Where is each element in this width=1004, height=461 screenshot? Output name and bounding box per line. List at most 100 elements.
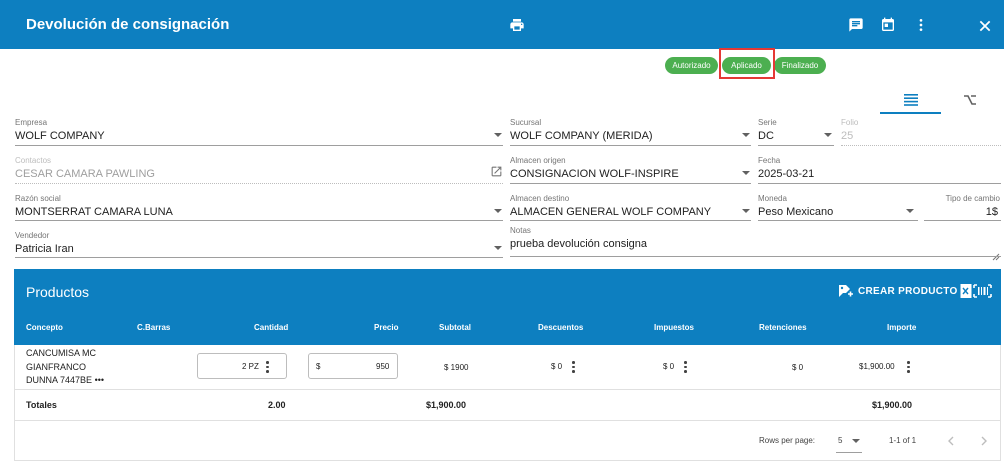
resize-handle-icon[interactable] [992, 248, 1000, 261]
rows-per-page-label: Rows per page: [759, 436, 816, 445]
serie-dropdown-icon[interactable] [824, 133, 832, 137]
impuestos-more-icon[interactable] [684, 361, 687, 373]
comment-icon[interactable] [847, 16, 865, 34]
razon-social-underline [15, 220, 503, 221]
razon-social-value[interactable]: MONTSERRAT CAMARA LUNA [15, 206, 173, 218]
sucursal-label: Sucursal [510, 118, 542, 127]
next-page-icon[interactable] [978, 434, 990, 446]
precio-field[interactable] [308, 353, 398, 379]
moneda-dropdown-icon[interactable] [906, 209, 914, 213]
descuentos-value: $ 0 [551, 362, 563, 371]
calendar-icon[interactable] [879, 16, 897, 34]
list-icon [903, 94, 918, 106]
vendedor-dropdown-icon[interactable] [494, 246, 502, 250]
tab-branch[interactable] [945, 86, 995, 114]
almacen-destino-dropdown-icon[interactable] [742, 209, 750, 213]
moneda-value[interactable]: Peso Mexicano [758, 206, 834, 218]
status-chip-finalizado: Finalizado [774, 57, 826, 74]
print-icon[interactable] [508, 16, 526, 34]
notas-label: Notas [510, 226, 531, 235]
vendedor-value[interactable]: Patricia Iran [15, 243, 74, 255]
empresa-value[interactable]: WOLF COMPANY [15, 130, 105, 142]
cantidad-value[interactable]: 2 PZ [242, 362, 259, 371]
retenciones-value: $ 0 [792, 363, 804, 372]
folio-label: Folio [841, 118, 859, 127]
almacen-origen-value[interactable]: CONSIGNACION WOLF-INSPIRE [510, 168, 679, 180]
concepto-line-2: GIANFRANCO [26, 361, 87, 372]
page-title: Devolución de consignación [26, 16, 230, 33]
serie-value[interactable]: DC [758, 130, 774, 142]
create-product-button[interactable]: CREAR PRODUCTO [838, 283, 958, 299]
branch-icon [964, 95, 976, 105]
cantidad-field[interactable] [197, 353, 287, 379]
almacen-origen-dropdown-icon[interactable] [742, 171, 750, 175]
notas-underline [510, 256, 1001, 257]
sucursal-dropdown-icon[interactable] [742, 133, 750, 137]
tipo-cambio-label: Tipo de cambio [945, 194, 1000, 203]
rows-per-page-dropdown-icon[interactable] [852, 439, 860, 443]
almacen-destino-underline [510, 220, 751, 221]
empresa-dropdown-icon[interactable] [494, 133, 502, 137]
subtotal-value: $ 1900 [444, 363, 469, 372]
concepto-line-3: DUNNA 7447BE ••• [26, 374, 104, 388]
highlight-box [719, 48, 775, 79]
totals-label: Totales [26, 400, 57, 410]
more-vert-icon[interactable] [912, 16, 930, 34]
descuentos-more-icon[interactable] [572, 361, 575, 373]
moneda-label: Moneda [758, 194, 787, 203]
open-external-icon[interactable] [490, 165, 504, 179]
precio-value[interactable]: 950 [376, 362, 390, 371]
pagination-range: 1-1 of 1 [889, 436, 917, 445]
concepto-line-1: CANCUMISA MC [26, 348, 97, 358]
tag-add-icon [839, 285, 853, 297]
rows-per-page-select[interactable]: 5 [838, 436, 843, 445]
totals-importe: $1,900.00 [872, 400, 913, 410]
vendedor-label: Vendedor [15, 231, 50, 240]
col-retenciones: Retenciones [759, 323, 807, 332]
folio-value: 25 [841, 130, 854, 142]
empresa-label: Empresa [15, 118, 48, 127]
razon-social-dropdown-icon[interactable] [494, 209, 502, 213]
rows-per-page-underline [836, 452, 862, 453]
col-importe: Importe [887, 323, 917, 332]
concepto-line-3-text: DUNNA 7447BE [26, 375, 93, 385]
col-impuestos: Impuestos [654, 323, 695, 332]
impuestos-value: $ 0 [663, 362, 675, 371]
almacen-origen-label: Almacen origen [510, 156, 566, 165]
serie-label: Serie [758, 118, 777, 127]
barcode-scan-icon[interactable] [960, 283, 992, 299]
importe-more-icon[interactable] [907, 361, 910, 373]
vendedor-underline [15, 257, 503, 258]
notas-value[interactable]: prueba devolución consigna [510, 238, 647, 250]
prev-page-icon[interactable] [945, 434, 957, 446]
almacen-destino-label: Almacen destino [510, 194, 570, 203]
sucursal-underline [510, 145, 751, 146]
col-cantidad: Cantidad [254, 323, 289, 332]
col-descuentos: Descuentos [538, 323, 584, 332]
empresa-underline [15, 145, 503, 146]
close-icon[interactable] [976, 17, 994, 35]
fecha-label: Fecha [758, 156, 781, 165]
products-title: Productos [26, 284, 90, 300]
row-divider [15, 389, 1000, 390]
fecha-underline [758, 183, 1001, 184]
fecha-value[interactable]: 2025-03-21 [758, 168, 815, 180]
totals-subtotal: $1,900.00 [426, 400, 467, 410]
tipo-cambio-value[interactable]: 1$ [985, 206, 998, 218]
status-chip-autorizado: Autorizado [665, 57, 718, 74]
sucursal-value[interactable]: WOLF COMPANY (MERIDA) [510, 130, 653, 142]
products-header [14, 269, 1001, 345]
precio-currency: $ [316, 362, 321, 371]
col-cbarras: C.Barras [137, 323, 171, 332]
col-subtotal: Subtotal [439, 323, 471, 332]
tab-list[interactable] [880, 86, 941, 114]
contactos-underline [15, 183, 503, 184]
almacen-destino-value[interactable]: ALMACEN GENERAL WOLF COMPANY [510, 206, 712, 218]
col-precio: Precio [374, 323, 399, 332]
tab-active-indicator [880, 112, 941, 114]
more-horiz-icon[interactable]: ••• [94, 375, 105, 385]
contactos-label: Contactos [15, 156, 52, 165]
almacen-origen-underline [510, 183, 751, 184]
col-concepto: Concepto [26, 323, 63, 332]
cantidad-more-icon[interactable] [266, 361, 269, 373]
